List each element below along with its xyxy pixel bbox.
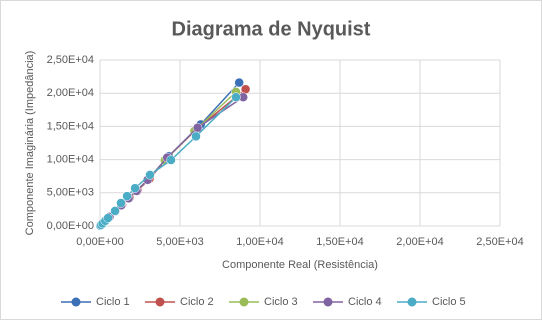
y-tick-label: 1,00E+04 [47,154,94,166]
y-tick-label: 2,00E+04 [47,87,94,99]
data-point [110,206,120,216]
legend-label: Ciclo 5 [432,296,466,308]
y-tick-label: 1,50E+04 [47,120,94,132]
data-point [166,155,176,165]
legend-label: Ciclo 2 [180,296,214,308]
x-tick-label: 2,50E+04 [476,236,523,248]
x-tick-label: 5,00E+03 [156,236,203,248]
x-tick-label: 1,50E+04 [316,236,363,248]
legend-label: Ciclo 4 [348,296,382,308]
x-tick-label: 2,00E+04 [396,236,443,248]
data-point [103,213,113,223]
x-tick-label: 1,00E+04 [236,236,283,248]
y-tick-label: 5,00E+03 [47,187,94,199]
data-point [116,198,126,208]
legend-marker [407,297,417,307]
legend-marker [71,297,81,307]
legend-marker [155,297,165,307]
data-point [231,92,241,102]
chart-title: Diagrama de Nyquist [172,18,371,40]
data-point [130,183,140,193]
legend-marker [239,297,249,307]
y-tick-label: 0,00E+00 [47,220,94,232]
data-point [240,84,251,94]
legend-label: Ciclo 3 [264,296,298,308]
data-point [122,191,132,201]
data-point [234,77,244,88]
y-axis-title: Componente Imaginária (Impedância) [24,51,36,236]
legend-label: Ciclo 1 [96,296,130,308]
y-tick-label: 2,50E+04 [47,54,94,66]
x-axis-title: Componente Real (Resistência) [222,259,378,271]
x-tick-label: 0,00E+00 [76,236,123,248]
data-point [145,170,155,180]
data-point [191,131,201,142]
legend-marker [323,297,333,307]
